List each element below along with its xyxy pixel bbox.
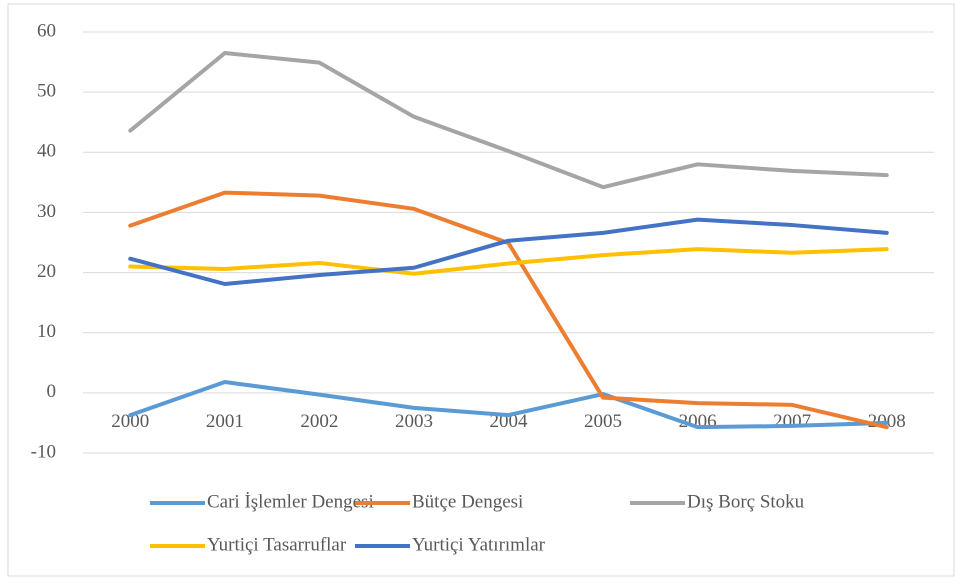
y-tick-label: 20 <box>37 261 56 282</box>
legend-label: Yurtiçi Tasarruflar <box>207 534 347 555</box>
series-line <box>128 247 889 276</box>
y-tick-label: 60 <box>37 20 56 41</box>
chart-border <box>7 3 955 577</box>
y-tick-label: 30 <box>37 201 56 222</box>
series-line <box>128 51 889 190</box>
series-line <box>128 380 889 430</box>
y-tick-label: 50 <box>37 81 56 102</box>
y-tick-label: -10 <box>31 441 56 462</box>
x-tick-label: 2005 <box>584 411 622 432</box>
series-line <box>128 190 889 430</box>
legend-label: Dış Borç Stoku <box>687 491 805 512</box>
x-tick-label: 2001 <box>206 411 244 432</box>
legend-label: Bütçe Dengesi <box>412 491 523 512</box>
x-tick-label: 2002 <box>300 411 338 432</box>
legend-label: Yurtiçi Yatırımlar <box>412 534 546 555</box>
series-line <box>128 217 889 286</box>
x-tick-label: 2007 <box>773 411 811 432</box>
x-tick-label: 2000 <box>111 411 149 432</box>
x-tick-label: 2004 <box>490 411 529 432</box>
x-tick-label: 2003 <box>395 411 433 432</box>
y-tick-label: 10 <box>37 321 56 342</box>
legend-label: Cari İşlemler Dengesi <box>207 491 374 512</box>
y-tick-label: 40 <box>37 141 56 162</box>
y-tick-label: 0 <box>47 381 57 402</box>
